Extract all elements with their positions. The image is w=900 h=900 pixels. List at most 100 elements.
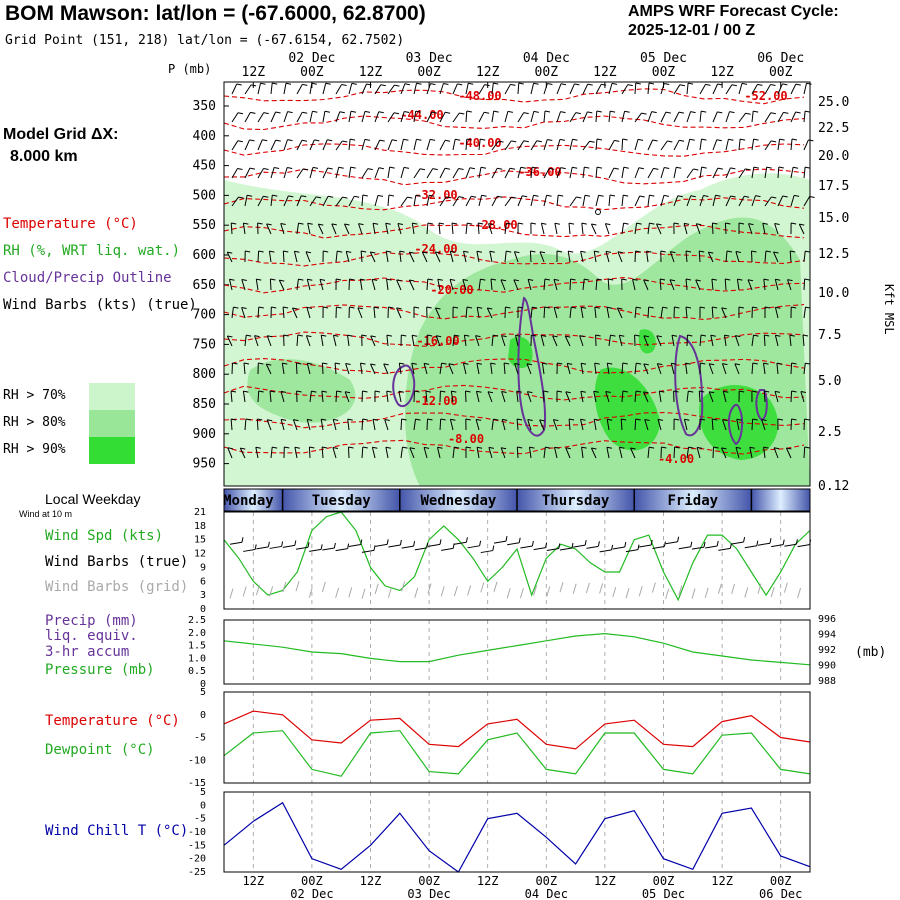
wind-barb-staff-10-9 [345, 363, 350, 375]
wind-barb-flag-4-38 [730, 195, 736, 198]
wind10-barb-31 [639, 544, 652, 548]
wind-barb-flag-5-44 [799, 223, 805, 226]
wind-barb-staff-6-24 [539, 251, 545, 263]
temperature-bg [224, 692, 810, 783]
wind-barb-flag-12-19 [476, 418, 482, 421]
wind-barb-flag-13-36 [697, 446, 703, 449]
pressure-axis-label: P (mb) [168, 62, 211, 76]
wind-barb-staff-10-26 [566, 363, 571, 375]
wind-barb-flag-12-8 [333, 418, 339, 421]
wind-barb-flag-2-36 [701, 138, 707, 141]
wind-barb-flag-5-35 [684, 222, 690, 225]
wind-barb-staff-8-26 [569, 307, 572, 319]
wind-barb-staff-10-35 [685, 363, 688, 375]
wind-barb-staff-4-24 [543, 195, 548, 207]
temperature-border [223, 691, 811, 784]
wind-barb-flag-4-25 [558, 194, 564, 197]
wind-barb-flag-7-22 [513, 279, 519, 282]
wind-barb-staff-12-19 [475, 419, 480, 431]
wind-barb-flag-13-18 [465, 446, 472, 449]
wind-barb-staff-1-38 [725, 111, 730, 123]
wind-barb-flag-3-15 [432, 168, 438, 171]
wind-barb-flag-12-42 [777, 418, 783, 421]
wind-barb-staff-2-32 [647, 139, 654, 151]
wind-barb-flag-13-24 [545, 446, 551, 449]
wind-barb-staff-10-43 [790, 362, 793, 375]
wind-barb-staff-3-6 [309, 167, 314, 179]
wind-barb-flag-2-13 [403, 138, 409, 141]
wind10-barb-15 [427, 543, 441, 547]
wind-barb-flag-1-27 [587, 111, 593, 114]
wind-barb-staff-1-14 [413, 111, 417, 123]
wind-barb-staff-10-24 [541, 363, 545, 375]
wind-barb-staff-0-39 [738, 83, 743, 95]
wind-barb-staff-12-33 [657, 419, 662, 431]
wind-barb-staff-4-37 [712, 195, 716, 207]
wind-barb-staff-2-39 [738, 139, 741, 151]
wind-barb-staff-10-7 [321, 362, 324, 375]
wind-barb-flag-10-30 [622, 362, 628, 365]
wind-barb-staff-4-28 [595, 195, 600, 207]
wind-barb-flag-6-12 [386, 250, 392, 253]
wind-barb-flag-6-20 [489, 250, 495, 253]
wind-barb-staff-13-3 [270, 447, 273, 459]
wind-barb-flag-11-24 [543, 390, 549, 393]
wind-barb-staff-6-35 [685, 250, 688, 263]
wind-barb-flag-6-3 [269, 250, 275, 253]
wind-barb-flag-10-29 [607, 362, 613, 365]
wind-barb-staff-4-11 [374, 195, 379, 207]
wind-barb-flag-12-14 [415, 418, 421, 421]
wind-barb-flag-2-0 [237, 140, 243, 143]
wind-barb-staff-11-33 [658, 391, 662, 403]
wind-barb-flag-2-19 [480, 138, 486, 141]
wind-barb-flag-13-12 [385, 446, 391, 449]
wind-barb-staff-13-7 [321, 446, 324, 459]
height-axis-label: Kft MSL [882, 284, 896, 335]
wind-barb-flag-13-40 [749, 446, 755, 449]
wind-barb-flag-10-1 [243, 362, 250, 365]
wind10-barb-flag-6 [320, 544, 323, 550]
wind-barb-staff-10-18 [462, 363, 467, 375]
wind-barb-flag-11-18 [465, 390, 471, 393]
wind-barb-staff-9-39 [734, 335, 740, 347]
wind-barb-staff-5-5 [296, 223, 299, 235]
wind-barb-staff-9-40 [751, 335, 754, 347]
wind-barb-staff-5-42 [774, 223, 779, 235]
wind-barb-flag-6-34 [670, 251, 676, 254]
wind-barb-staff-10-42 [776, 363, 779, 375]
wind-speed-ytick-7: 0 [200, 604, 206, 615]
wind-barb-staff-13-10 [361, 446, 364, 459]
wind-barb-staff-2-25 [556, 139, 561, 151]
wind-barb-staff-6-18 [463, 251, 467, 263]
wind-barb-staff-4-23 [530, 195, 534, 207]
wind-barb-flag-4-33 [663, 194, 669, 197]
wind-barb-staff-2-38 [725, 139, 729, 151]
wind-barb-flag-6-2 [258, 250, 264, 253]
wind-barb-flag-2-20 [498, 140, 504, 143]
wind-barb-staff-13-12 [385, 447, 389, 459]
wind-barb-staff-0-9 [348, 83, 353, 95]
temperature-ytick-3: -10 [188, 755, 206, 766]
wind-speed-ytick-1: 18 [194, 521, 206, 532]
wind-barb-flag-12-38 [722, 419, 728, 422]
wind-barb-staff-1-32 [647, 111, 653, 123]
wind-barb-staff-3-33 [660, 167, 665, 179]
wind10-barb-13 [401, 545, 414, 549]
wind-barb-flag-12-39 [736, 418, 742, 421]
height-tick-20.0: 20.0 [818, 149, 849, 164]
wind10-barb-32 [652, 546, 665, 550]
temperature-label-8: -20.00 [430, 283, 473, 297]
legend-precip-liq: liq. equiv. [45, 628, 138, 644]
pressure-tick-500: 500 [193, 188, 216, 203]
wind-barb-flag-10-31 [636, 362, 642, 365]
wind-barb-staff-2-12 [387, 139, 393, 151]
wind-barb-staff-10-19 [476, 363, 480, 375]
wind-barb-flag-13-29 [606, 446, 612, 449]
wind-barb-staff-6-5 [293, 251, 298, 263]
wind-barb-flag-1-1 [250, 111, 256, 114]
wind-barb-staff-6-27 [580, 251, 584, 263]
wind-barb-flag-2-3 [275, 139, 281, 142]
time-tick-bottom-3: 00Z [418, 874, 440, 888]
legend-rh80: RH > 80% [3, 415, 66, 430]
height-tick-10.0: 10.0 [818, 286, 849, 301]
